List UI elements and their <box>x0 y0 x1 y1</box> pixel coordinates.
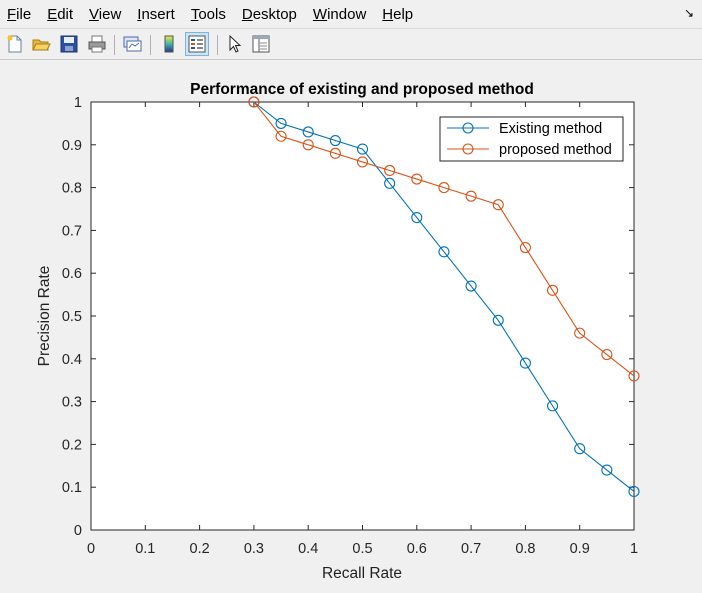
data-point <box>384 177 396 189</box>
x-tick-label: 0.8 <box>515 541 535 557</box>
data-point <box>411 173 423 185</box>
data-point <box>628 370 640 382</box>
data-point <box>438 182 450 194</box>
y-tick-label: 0.7 <box>62 223 82 239</box>
legend-marker <box>462 122 474 134</box>
x-tick-label: 0.1 <box>135 541 155 557</box>
toolbar-separator <box>114 35 115 55</box>
data-point <box>546 284 559 296</box>
data-point <box>519 357 531 369</box>
menu-item-help[interactable]: Help <box>382 5 414 23</box>
menu-item-tools[interactable]: Tools <box>190 5 226 23</box>
x-tick-label: 0.4 <box>298 541 318 557</box>
y-tick-label: 0.6 <box>62 266 82 282</box>
data-point <box>628 485 640 498</box>
property-inspector-icon[interactable] <box>251 34 271 54</box>
print-icon[interactable] <box>87 34 107 54</box>
x-tick-label: 0.9 <box>570 541 590 557</box>
insert-colorbar-icon[interactable] <box>159 34 179 54</box>
data-point <box>275 117 287 129</box>
legend-label: proposed method <box>499 142 612 158</box>
menu-item-file[interactable]: File <box>7 5 32 23</box>
data-point <box>329 134 341 147</box>
x-tick-label: 0 <box>87 541 95 557</box>
open-folder-icon[interactable] <box>31 34 51 54</box>
legend-label: Existing method <box>499 121 602 137</box>
data-point <box>465 190 477 202</box>
new-file-icon[interactable] <box>5 34 25 54</box>
y-tick-label: 0.8 <box>62 181 82 197</box>
toolbar <box>0 28 702 60</box>
series-line <box>253 101 635 492</box>
x-tick-label: 0.6 <box>407 541 427 557</box>
data-point <box>546 400 559 412</box>
data-point <box>356 143 369 155</box>
menu-item-desktop[interactable]: Desktop <box>241 5 297 23</box>
x-tick-label: 0.5 <box>352 541 372 557</box>
save-icon[interactable] <box>59 34 79 54</box>
y-tick-label: 0.5 <box>62 309 82 325</box>
legend[interactable]: Existing method proposed method <box>439 116 624 162</box>
data-point <box>519 241 531 254</box>
data-point <box>275 130 287 142</box>
axes: 0 0.1 0.2 0.3 0.4 0.5 0.6 0.7 0.8 0.9 1 0 0.1 0.2 0.3 0… <box>62 95 638 557</box>
menu-item-edit[interactable]: Edit <box>47 5 74 23</box>
data-point <box>492 314 504 326</box>
toolbar-separator <box>150 35 151 55</box>
data-point <box>601 464 613 476</box>
chart-title: Performance of existing and proposed met… <box>190 81 534 98</box>
data-point <box>329 147 341 159</box>
data-point <box>492 199 504 211</box>
legend-marker <box>462 143 474 155</box>
data-point <box>302 126 314 138</box>
data-point <box>438 246 450 258</box>
series-proposed <box>248 96 640 382</box>
edit-plot-arrow-icon[interactable] <box>225 34 245 54</box>
dock-arrow-icon[interactable]: ↘ <box>683 6 694 20</box>
x-tick-label: 0.3 <box>244 541 264 557</box>
x-axis-label: Recall Rate <box>322 565 402 582</box>
data-point <box>384 164 396 177</box>
series-layer <box>248 96 640 498</box>
legend-entry[interactable]: Existing method <box>447 121 602 137</box>
figure-area: Performance of existing and proposed met… <box>0 60 702 588</box>
line-chart: Performance of existing and proposed met… <box>36 81 640 582</box>
data-point <box>356 156 369 168</box>
menu-bar: File Edit View Insert Tools Desktop Window Help… <box>0 0 702 28</box>
data-point <box>574 443 586 455</box>
x-tick-label: 0.7 <box>461 541 481 557</box>
y-axis-label: Precision Rate <box>36 266 53 367</box>
data-point <box>302 139 314 151</box>
y-tick-label: 0.9 <box>62 138 82 154</box>
y-tick-label: 1 <box>74 95 82 111</box>
data-point <box>601 348 613 361</box>
series-line <box>253 101 635 377</box>
y-tick-label: 0.3 <box>62 395 82 411</box>
plot-area <box>91 102 634 530</box>
link-plot-icon[interactable] <box>122 34 142 54</box>
menu-item-insert[interactable]: Insert <box>137 5 175 23</box>
y-tick-label: 0 <box>74 523 82 539</box>
toolbar-separator <box>217 35 218 55</box>
x-tick-label: 1 <box>630 541 638 557</box>
menu-item-window[interactable]: Window <box>312 5 367 23</box>
y-tick-label: 0.1 <box>62 480 82 496</box>
data-point <box>411 212 423 224</box>
y-tick-label: 0.2 <box>62 437 82 453</box>
data-point <box>248 96 260 108</box>
data-point <box>465 280 477 292</box>
x-tick-label: 0.2 <box>190 541 210 557</box>
insert-legend-icon[interactable] <box>185 32 209 56</box>
data-point <box>574 327 586 339</box>
legend-entry[interactable]: proposed method <box>447 142 612 158</box>
y-tick-label: 0.4 <box>62 352 82 368</box>
menu-item-view[interactable]: View <box>89 5 122 23</box>
menu-items: File Edit View Insert Tools Desktop Window Help <box>0 6 421 23</box>
